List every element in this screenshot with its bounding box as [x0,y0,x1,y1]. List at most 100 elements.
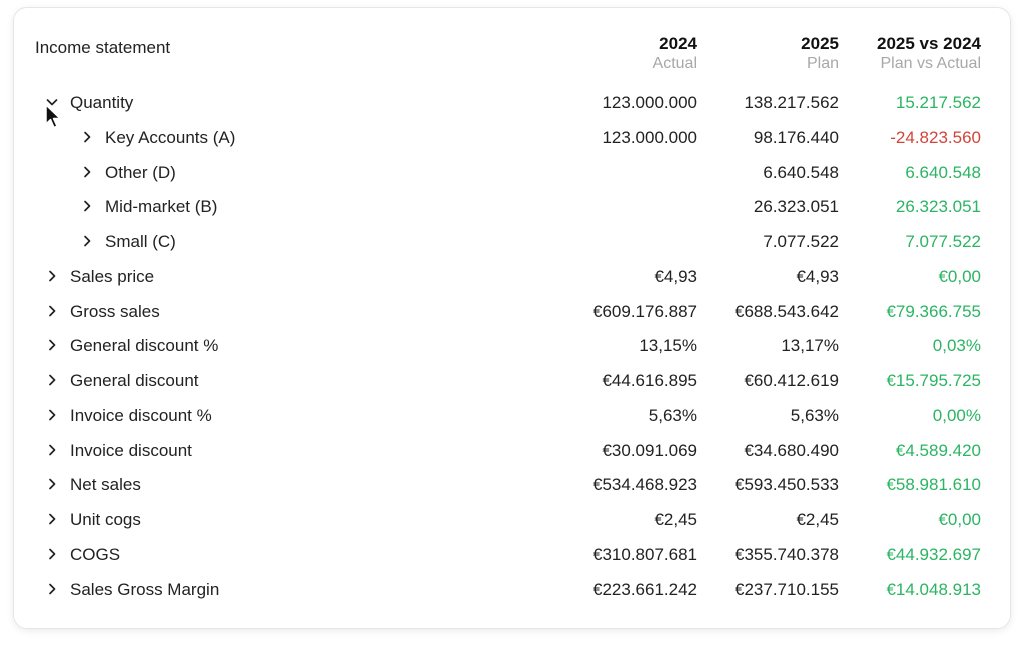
table-body: Quantity 123.000.000 138.217.562 15.217.562… [14,85,1010,606]
row-label: Invoice discount % [70,405,212,425]
table-row[interactable]: Sales price €4,93 €4,93 €0,00 [14,259,1010,294]
row-label: Key Accounts (A) [105,127,236,147]
chevron-down-icon[interactable] [46,95,58,109]
table-row[interactable]: Gross sales €609.176.887 €688.543.642 €79.3… [14,294,1010,329]
chevron-right-icon[interactable] [46,269,58,283]
value-2025-plan: €688.543.642 [735,301,839,321]
chevron-right-icon[interactable] [46,512,58,526]
table-row[interactable]: Sales Gross Margin €223.661.242 €237.710.1… [14,572,1010,607]
value-2025-plan: €4,93 [796,266,839,286]
value-2025-plan: 138.217.562 [744,93,839,112]
value-2024-actual: €310.807.681 [593,544,697,564]
table-row[interactable]: Quantity 123.000.000 138.217.562 15.217.562 [14,85,1010,120]
table-row[interactable]: Net sales €534.468.923 €593.450.533 €58.981… [14,467,1010,502]
value-2025-plan: 7.077.522 [763,232,839,251]
row-label: Gross sales [70,301,160,321]
income-statement-card: Income statement 2024 Actual 2025 Plan 2… [13,7,1011,629]
row-label: General discount % [70,336,219,356]
row-label: Mid-market (B) [105,197,218,217]
chevron-right-icon[interactable] [46,582,58,596]
value-variance: €15.795.725 [886,371,981,390]
column-header-2025: 2025 Plan [801,34,839,74]
value-2024-actual: €534.468.923 [593,475,697,495]
value-variance: €0,00 [938,510,981,529]
value-variance: -24.823.560 [890,127,981,147]
value-2024-actual: €2,45 [654,510,697,529]
row-label: Sales Gross Margin [70,579,220,599]
chevron-right-icon[interactable] [46,338,58,352]
mouse-cursor-icon [45,104,61,129]
value-variance: €0,00 [938,266,981,286]
table-row[interactable]: COGS €310.807.681 €355.740.378 €44.932.697 [14,537,1010,572]
row-label: Sales price [70,266,155,286]
value-2025-plan: €237.710.155 [735,579,839,599]
table-row[interactable]: Mid-market (B) 26.323.051 26.323.051 [14,189,1010,224]
column-header-variance: 2025 vs 2024 Plan vs Actual [877,34,981,74]
value-2025-plan: €593.450.533 [735,475,839,495]
value-variance: 0,03% [932,336,981,356]
value-variance: €79.366.755 [886,301,981,321]
page-title: Income statement [35,38,171,57]
value-variance: €44.932.697 [886,544,981,564]
row-label: Unit cogs [70,510,141,529]
value-2025-plan: €34.680.490 [744,440,839,460]
value-2024-actual: 5,63% [648,405,697,425]
value-variance: €58.981.610 [886,475,981,495]
value-variance: 6.640.548 [905,162,981,182]
table-row[interactable]: General discount % 13,15% 13,17% 0,03% [14,328,1010,363]
value-2024-actual: €4,93 [654,266,697,286]
table-row[interactable]: General discount €44.616.895 €60.412.619 €1… [14,363,1010,398]
value-variance: €14.048.913 [886,579,981,599]
row-label: Invoice discount [70,440,192,460]
value-2025-plan: 5,63% [790,405,839,425]
chevron-right-icon[interactable] [46,408,58,422]
table-row[interactable]: Unit cogs €2,45 €2,45 €0,00 [14,502,1010,537]
chevron-right-icon[interactable] [46,547,58,561]
chevron-right-icon[interactable] [81,130,93,144]
row-label: General discount [70,371,199,390]
chevron-right-icon[interactable] [81,234,93,248]
value-2025-plan: 6.640.548 [763,162,839,182]
value-2025-plan: €355.740.378 [735,544,839,564]
row-label: Small (C) [105,232,176,251]
chevron-right-icon[interactable] [46,304,58,318]
value-2024-actual: 13,15% [639,336,697,356]
value-variance: €4.589.420 [895,440,981,460]
value-variance: 15.217.562 [895,93,981,112]
column-header-2024: 2024 Actual [653,34,697,74]
value-2024-actual: €223.661.242 [593,579,697,599]
row-label: Net sales [70,475,141,495]
chevron-right-icon[interactable] [81,199,93,213]
value-2025-plan: 26.323.051 [753,197,839,217]
column-year: 2025 [801,34,839,53]
chevron-right-icon[interactable] [46,373,58,387]
table-header: Income statement 2024 Actual 2025 Plan 2… [14,8,1010,88]
value-2025-plan: €2,45 [796,510,839,529]
value-2025-plan: 13,17% [781,336,839,356]
row-label: COGS [70,544,121,564]
column-subtitle: Plan vs Actual [880,55,982,72]
chevron-right-icon[interactable] [81,165,93,179]
value-2024-actual: €609.176.887 [593,301,697,321]
column-year: 2025 vs 2024 [877,34,981,53]
value-2025-plan: 98.176.440 [753,127,839,147]
value-2024-actual: 123.000.000 [602,127,697,147]
value-variance: 7.077.522 [905,232,981,251]
value-2024-actual: €44.616.895 [602,371,697,390]
table-row[interactable]: Invoice discount €30.091.069 €34.680.490 €4… [14,433,1010,468]
value-2025-plan: €60.412.619 [744,371,839,390]
value-2024-actual: €30.091.069 [602,440,697,460]
chevron-right-icon[interactable] [46,443,58,457]
value-variance: 26.323.051 [895,197,981,217]
table-row[interactable]: Invoice discount % 5,63% 5,63% 0,00% [14,398,1010,433]
table-row[interactable]: Small (C) 7.077.522 7.077.522 [14,224,1010,259]
chevron-right-icon[interactable] [46,477,58,491]
column-year: 2024 [659,34,697,53]
table-row[interactable]: Key Accounts (A) 123.000.000 98.176.440 -24… [14,120,1010,155]
column-subtitle: Plan [806,55,839,72]
table-row[interactable]: Other (D) 6.640.548 6.640.548 [14,155,1010,190]
row-label: Quantity [70,93,134,112]
value-2024-actual: 123.000.000 [602,93,697,112]
row-label: Other (D) [105,162,176,182]
value-variance: 0,00% [932,405,981,425]
